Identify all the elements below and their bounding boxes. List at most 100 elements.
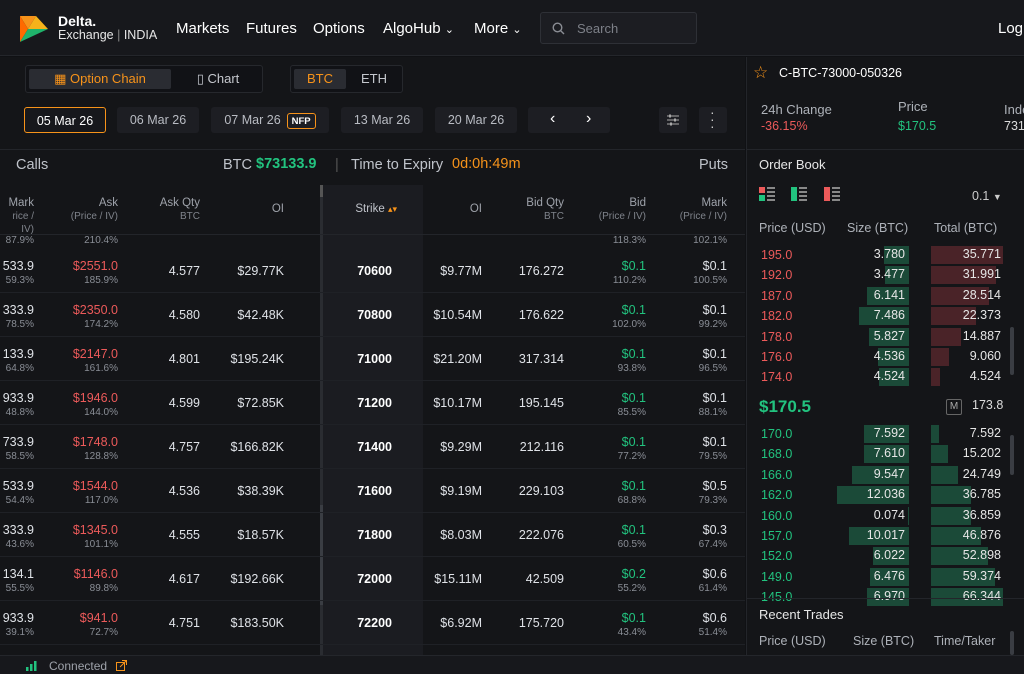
option-chain-tab[interactable]: ▦ Option Chain bbox=[29, 69, 171, 89]
cell-strike-value: 70800 bbox=[357, 308, 392, 322]
cell-ask[interactable]: $941.0 72.7% bbox=[50, 611, 118, 638]
cell-ask[interactable]: $2350.0 174.2% bbox=[50, 303, 118, 330]
chevron-left-icon[interactable]: ‹ bbox=[550, 110, 556, 127]
cell-call-mark-value: 533.9 bbox=[2, 259, 34, 273]
book-bids-icon[interactable] bbox=[791, 187, 807, 201]
level-size: 7.610 bbox=[873, 446, 905, 461]
cell-bid[interactable]: $0.1 93.8% bbox=[580, 347, 646, 374]
cell-bid[interactable]: $0.1 102.0% bbox=[580, 303, 646, 330]
cell-bid[interactable]: $0.1 110.2% bbox=[580, 259, 646, 286]
col-put-oi[interactable]: OI bbox=[469, 203, 482, 215]
option-row[interactable]: 333.9 78.5% $2350.0 174.2% 4.580 $42.48K 70800… bbox=[0, 293, 745, 337]
search-input[interactable] bbox=[577, 20, 687, 36]
chevron-right-icon[interactable]: › bbox=[586, 110, 592, 127]
cell-ask-qty: 4.580 bbox=[140, 308, 200, 322]
expiry-tab[interactable]: 20 Mar 26 bbox=[435, 107, 517, 133]
trades-scrollbar[interactable] bbox=[1010, 631, 1014, 655]
star-icon[interactable]: ☆ bbox=[753, 63, 769, 82]
option-row[interactable]: 134.1 55.5% $1146.0 89.8% 4.617 $192.66K 72000… bbox=[0, 557, 745, 601]
cell-bid[interactable]: $0.1 43.4% bbox=[580, 611, 646, 638]
login-link[interactable]: Log bbox=[998, 20, 1024, 37]
col-ask[interactable]: Ask (Price / IV) bbox=[50, 197, 118, 223]
cell-call-oi-value: $166.82K bbox=[230, 440, 284, 454]
cell-ask[interactable]: $2147.0 161.6% bbox=[50, 347, 118, 374]
nav-more[interactable]: More ⌄ bbox=[474, 20, 522, 37]
option-row[interactable]: 933.9 39.1% $941.0 72.7% 4.751 $183.50K 72200 $… bbox=[0, 601, 745, 645]
col-put-mark[interactable]: Mark (Price / IV) bbox=[660, 197, 727, 223]
cell-ask[interactable]: $1345.0 101.1% bbox=[50, 523, 118, 550]
col-strike-label: Strike bbox=[355, 203, 385, 215]
nav-futures[interactable]: Futures bbox=[246, 20, 297, 37]
cell-put-oi: $9.19M bbox=[426, 484, 482, 498]
ask-level[interactable]: 182.0 7.486 22.373 bbox=[747, 306, 1009, 326]
option-row[interactable]: 933.9 48.8% $1946.0 144.0% 4.599 $72.85K 71200… bbox=[0, 381, 745, 425]
more-options-button[interactable]: · · · bbox=[699, 105, 727, 133]
option-row[interactable]: 333.9 43.6% $1345.0 101.1% 4.555 $18.57K 71800… bbox=[0, 513, 745, 557]
book-asks-icon[interactable] bbox=[824, 187, 840, 201]
cell-bid[interactable]: $0.1 60.5% bbox=[580, 523, 646, 550]
asset-eth[interactable]: ETH bbox=[361, 71, 387, 86]
ask-level[interactable]: 192.0 3.477 31.991 bbox=[747, 265, 1009, 285]
cell-ask[interactable]: $1946.0 144.0% bbox=[50, 391, 118, 418]
option-row[interactable]: 533.9 59.3% $2551.0 185.9% 4.577 $29.77K 70600… bbox=[0, 249, 745, 293]
tick-size-select[interactable]: 0.1 ▼ bbox=[972, 189, 1002, 203]
cell-bid[interactable]: $0.2 55.2% bbox=[580, 567, 646, 594]
col-bid[interactable]: Bid (Price / IV) bbox=[580, 197, 646, 223]
brand-name[interactable]: Delta. Exchange | INDIA bbox=[58, 13, 158, 42]
nav-algohub[interactable]: AlgoHub ⌄ bbox=[383, 20, 454, 37]
ask-level[interactable]: 187.0 6.141 28.514 bbox=[747, 286, 1009, 306]
orderbook-scrollbar[interactable] bbox=[1010, 327, 1014, 375]
cell-ask[interactable]: $2551.0 185.9% bbox=[50, 259, 118, 286]
option-row[interactable]: 133.9 64.8% $2147.0 161.6% 4.801 $195.24K 7100… bbox=[0, 337, 745, 381]
nav-options[interactable]: Options bbox=[313, 20, 365, 37]
calls-scrollbar[interactable] bbox=[320, 185, 323, 655]
ask-level[interactable]: 195.0 3.780 35.771 bbox=[747, 245, 1009, 265]
bid-level[interactable]: 160.0 0.074 36.859 bbox=[747, 506, 1009, 526]
col-call-oi[interactable]: OI bbox=[271, 203, 284, 215]
cell-ask[interactable]: $1146.0 89.8% bbox=[50, 567, 118, 594]
ask-level[interactable]: 178.0 5.827 14.887 bbox=[747, 327, 1009, 347]
bid-level[interactable]: 152.0 6.022 52.898 bbox=[747, 546, 1009, 566]
bid-level[interactable]: 145.0 6.970 66.344 bbox=[747, 587, 1009, 607]
nav-markets[interactable]: Markets bbox=[176, 20, 230, 37]
ask-level[interactable]: 176.0 4.536 9.060 bbox=[747, 347, 1009, 367]
chart-tab[interactable]: ▯ Chart bbox=[176, 69, 260, 89]
cell-ask[interactable]: $1544.0 117.0% bbox=[50, 479, 118, 506]
total-depth-bar bbox=[931, 506, 971, 525]
asset-toggle: BTC ETH bbox=[290, 65, 403, 93]
sliders-icon bbox=[667, 114, 679, 126]
filter-settings-button[interactable] bbox=[659, 107, 687, 133]
option-row[interactable]: 733.9 58.5% $1748.0 128.8% 4.757 $166.82K 7140… bbox=[0, 425, 745, 469]
cell-bid[interactable]: $0.1 68.8% bbox=[580, 479, 646, 506]
cell-call-oi-value: $42.48K bbox=[237, 308, 284, 322]
option-row[interactable]: 533.9 54.4% $1544.0 117.0% 4.536 $38.39K 71600… bbox=[0, 469, 745, 513]
level-total: 31.991 bbox=[962, 267, 1001, 282]
orderbook-scrollbar[interactable] bbox=[1010, 435, 1014, 475]
book-both-icon[interactable] bbox=[759, 187, 775, 201]
expiry-tab[interactable]: 07 Mar 26 NFP bbox=[211, 107, 329, 133]
expiry-tab[interactable]: 13 Mar 26 bbox=[341, 107, 423, 133]
cell-bid[interactable]: $0.1 77.2% bbox=[580, 435, 646, 462]
cell-bid[interactable]: $0.1 85.5% bbox=[580, 391, 646, 418]
bid-level[interactable]: 149.0 6.476 59.374 bbox=[747, 567, 1009, 587]
col-call-mark[interactable]: Mark rice / IV) bbox=[0, 197, 34, 236]
asset-btc[interactable]: BTC bbox=[294, 69, 346, 89]
level-price: 166.0 bbox=[761, 467, 793, 482]
external-link-icon[interactable] bbox=[116, 660, 127, 671]
expiry-tab[interactable]: 06 Mar 26 bbox=[117, 107, 199, 133]
ask-level[interactable]: 174.0 4.524 4.524 bbox=[747, 367, 1009, 387]
cell-ask[interactable]: $1748.0 128.8% bbox=[50, 435, 118, 462]
col-ask-qty[interactable]: Ask Qty BTC bbox=[140, 197, 200, 223]
col-ask-qty-sub: BTC bbox=[180, 211, 200, 222]
mid-price: $170.5 bbox=[759, 397, 811, 416]
bid-level[interactable]: 168.0 7.610 15.202 bbox=[747, 444, 1009, 464]
col-strike[interactable]: Strike ▴▾ bbox=[335, 203, 397, 216]
expiry-tab[interactable]: 05 Mar 26 bbox=[24, 107, 106, 133]
bid-level[interactable]: 166.0 9.547 24.749 bbox=[747, 465, 1009, 485]
bid-level[interactable]: 170.0 7.592 7.592 bbox=[747, 424, 1009, 444]
search-box[interactable] bbox=[540, 12, 697, 44]
col-bid-qty[interactable]: Bid Qty BTC bbox=[500, 197, 564, 223]
bid-level[interactable]: 162.0 12.036 36.785 bbox=[747, 485, 1009, 505]
bid-level[interactable]: 157.0 10.017 46.876 bbox=[747, 526, 1009, 546]
delta-logo-icon[interactable] bbox=[18, 14, 50, 49]
